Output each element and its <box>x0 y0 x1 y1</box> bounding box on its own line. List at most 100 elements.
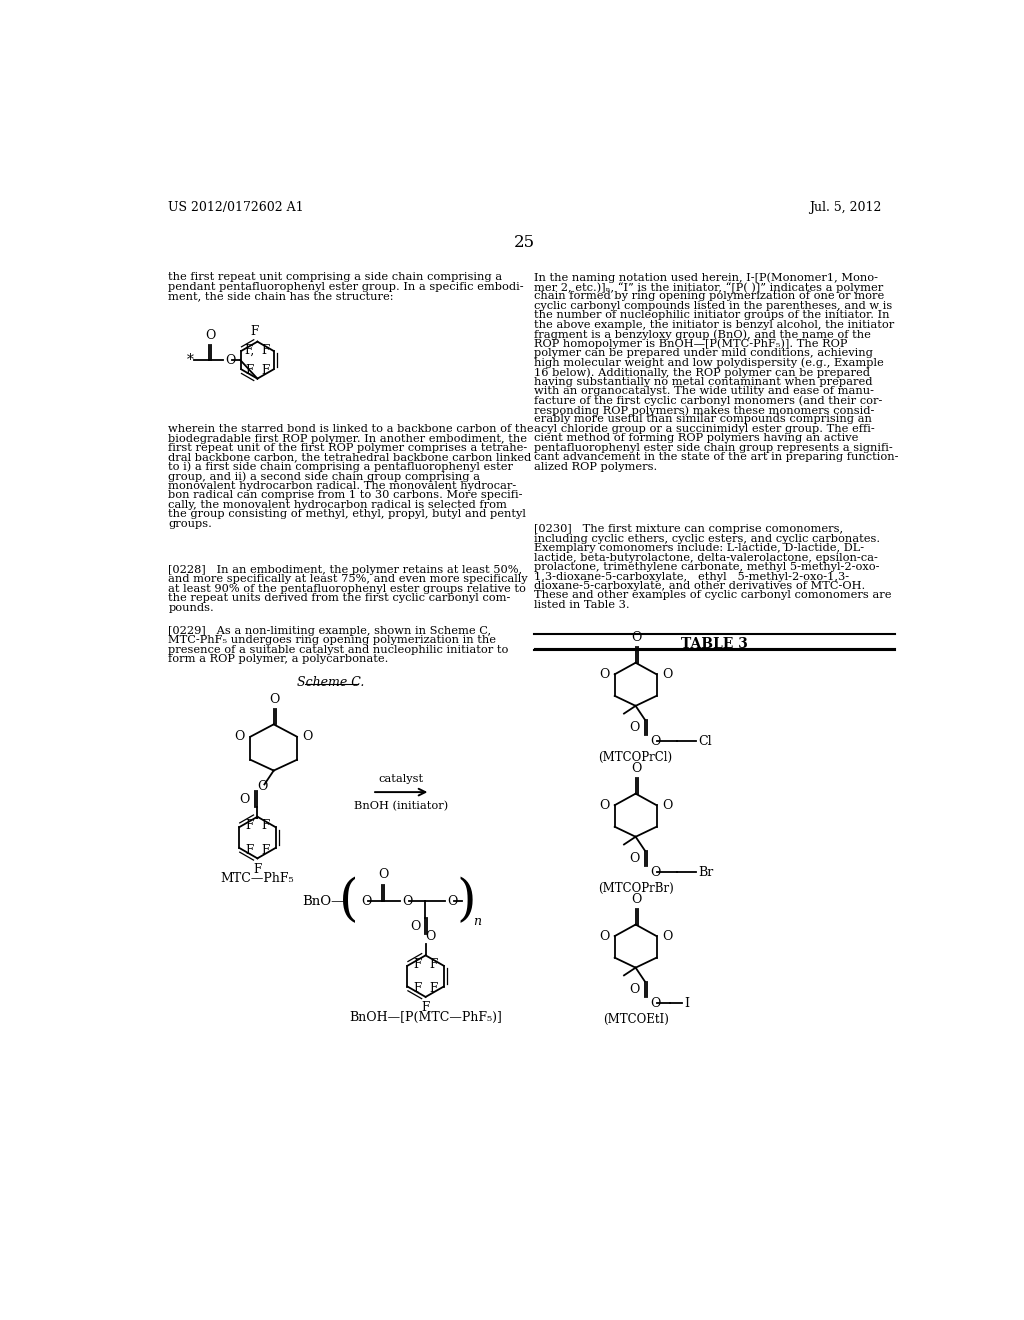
Text: the group consisting of methyl, ethyl, propyl, butyl and pentyl: the group consisting of methyl, ethyl, p… <box>168 510 526 519</box>
Text: F: F <box>250 325 258 338</box>
Text: O: O <box>662 799 673 812</box>
Text: the first repeat unit comprising a side chain comprising a: the first repeat unit comprising a side … <box>168 272 503 282</box>
Text: having substantially no metal contaminant when prepared: having substantially no metal contaminan… <box>535 376 872 387</box>
Text: listed in Table 3.: listed in Table 3. <box>535 599 630 610</box>
Text: form a ROP polymer, a polycarbonate.: form a ROP polymer, a polycarbonate. <box>168 655 389 664</box>
Text: cient method of forming ROP polymers having an active: cient method of forming ROP polymers hav… <box>535 433 858 444</box>
Text: MTC—PhF₅: MTC—PhF₅ <box>220 873 294 886</box>
Text: F: F <box>414 958 422 970</box>
Text: F: F <box>261 343 269 356</box>
Text: O: O <box>631 894 642 906</box>
Text: F: F <box>246 843 254 857</box>
Text: ROP homopolymer is BnOH—[P(MTC-PhF₅)]. The ROP: ROP homopolymer is BnOH—[P(MTC-PhF₅)]. T… <box>535 339 848 350</box>
Text: biodegradable first ROP polymer. In another embodiment, the: biodegradable first ROP polymer. In anot… <box>168 433 527 444</box>
Text: Scheme C.: Scheme C. <box>297 676 365 689</box>
Text: O: O <box>402 895 413 908</box>
Text: dioxane-5-carboxylate, and other derivatives of MTC-OH.: dioxane-5-carboxylate, and other derivat… <box>535 581 865 591</box>
Text: (MTCOEtI): (MTCOEtI) <box>603 1014 669 1026</box>
Text: cally, the monovalent hydrocarbon radical is selected from: cally, the monovalent hydrocarbon radica… <box>168 500 507 510</box>
Text: F: F <box>253 862 261 875</box>
Text: O: O <box>225 354 236 367</box>
Text: monovalent hydrocarbon radical. The monovalent hydrocar-: monovalent hydrocarbon radical. The mono… <box>168 480 516 491</box>
Text: catalyst: catalyst <box>378 774 423 784</box>
Text: *: * <box>186 354 194 367</box>
Text: These and other examples of cyclic carbonyl comonomers are: These and other examples of cyclic carbo… <box>535 590 892 601</box>
Text: O: O <box>629 721 640 734</box>
Text: dral backbone carbon, the tetrahedral backbone carbon linked: dral backbone carbon, the tetrahedral ba… <box>168 453 531 462</box>
Text: O: O <box>650 735 660 748</box>
Text: presence of a suitable catalyst and nucleophilic initiator to: presence of a suitable catalyst and nucl… <box>168 644 509 655</box>
Text: O: O <box>650 997 660 1010</box>
Text: In the naming notation used herein, I-[P(Monomer1, Mono-: In the naming notation used herein, I-[P… <box>535 272 879 282</box>
Text: cyclic carbonyl compounds listed in the parentheses, and w is: cyclic carbonyl compounds listed in the … <box>535 301 892 310</box>
Text: F: F <box>261 820 269 832</box>
Text: O: O <box>599 799 609 812</box>
Text: Cl: Cl <box>698 735 712 748</box>
Text: n: n <box>473 915 481 928</box>
Text: O: O <box>205 329 215 342</box>
Text: bon radical can comprise from 1 to 30 carbons. More specifi-: bon radical can comprise from 1 to 30 ca… <box>168 490 523 500</box>
Text: cant advancement in the state of the art in preparing function-: cant advancement in the state of the art… <box>535 453 899 462</box>
Text: ment, the side chain has the structure:: ment, the side chain has the structure: <box>168 292 394 301</box>
Text: 16 below). Additionally, the ROP polymer can be prepared: 16 below). Additionally, the ROP polymer… <box>535 367 870 378</box>
Text: F: F <box>422 1001 430 1014</box>
Text: O: O <box>631 631 642 644</box>
Text: O: O <box>662 929 673 942</box>
Text: 1,3-dioxane-5-carboxylate,   ethyl   5-methyl-2-oxo-1,3-: 1,3-dioxane-5-carboxylate, ethyl 5-methy… <box>535 572 849 582</box>
Text: F: F <box>429 982 438 995</box>
Text: [0229]   As a non-limiting example, shown in Scheme C,: [0229] As a non-limiting example, shown … <box>168 626 492 636</box>
Text: F: F <box>261 363 269 376</box>
Text: F: F <box>414 982 422 995</box>
Text: MTC-PhF₅ undergoes ring opening polymerization in the: MTC-PhF₅ undergoes ring opening polymeri… <box>168 635 497 645</box>
Text: the above example, the initiator is benzyl alcohol, the initiator: the above example, the initiator is benz… <box>535 319 894 330</box>
Text: O: O <box>599 668 609 681</box>
Text: BnOH—[P(MTC—PhF₅)]: BnOH—[P(MTC—PhF₅)] <box>349 1011 502 1024</box>
Text: TABLE 3: TABLE 3 <box>681 638 749 651</box>
Text: pendant pentafluorophenyl ester group. In a specific embodi-: pendant pentafluorophenyl ester group. I… <box>168 282 524 292</box>
Text: Exemplary comonomers include: L-lactide, D-lactide, DL-: Exemplary comonomers include: L-lactide,… <box>535 543 864 553</box>
Text: the repeat units derived from the first cyclic carbonyl com-: the repeat units derived from the first … <box>168 594 511 603</box>
Text: including cyclic ethers, cyclic esters, and cyclic carbonates.: including cyclic ethers, cyclic esters, … <box>535 533 881 544</box>
Text: wherein the starred bond is linked to a backbone carbon of the: wherein the starred bond is linked to a … <box>168 424 534 434</box>
Text: O: O <box>629 982 640 995</box>
Text: 25: 25 <box>514 234 536 251</box>
Text: I: I <box>684 997 689 1010</box>
Text: the number of nucleophilic initiator groups of the initiator. In: the number of nucleophilic initiator gro… <box>535 310 890 321</box>
Text: prolactone, trimethylene carbonate, methyl 5-methyl-2-oxo-: prolactone, trimethylene carbonate, meth… <box>535 562 880 572</box>
Text: F: F <box>429 958 438 970</box>
Text: O: O <box>240 792 250 805</box>
Text: O: O <box>378 869 388 882</box>
Text: O: O <box>426 931 436 944</box>
Text: group, and ii) a second side chain group comprising a: group, and ii) a second side chain group… <box>168 471 480 482</box>
Text: high molecular weight and low polydispersity (e.g., Example: high molecular weight and low polydisper… <box>535 358 884 368</box>
Text: (MTCOPrCl): (MTCOPrCl) <box>599 751 673 764</box>
Text: with an organocatalyst. The wide utility and ease of manu-: with an organocatalyst. The wide utility… <box>535 385 874 396</box>
Text: (MTCOPrBr): (MTCOPrBr) <box>598 882 674 895</box>
Text: F: F <box>246 363 254 376</box>
Text: US 2012/0172602 A1: US 2012/0172602 A1 <box>168 201 304 214</box>
Text: O: O <box>599 929 609 942</box>
Text: O: O <box>662 668 673 681</box>
Text: Br: Br <box>698 866 714 879</box>
Text: O: O <box>361 895 372 908</box>
Text: (: ( <box>339 876 358 927</box>
Text: ): ) <box>456 876 476 927</box>
Text: groups.: groups. <box>168 519 212 529</box>
Text: pentafluorophenyl ester side chain group represents a signifi-: pentafluorophenyl ester side chain group… <box>535 442 893 453</box>
Text: [0228]   In an embodiment, the polymer retains at least 50%,: [0228] In an embodiment, the polymer ret… <box>168 565 522 576</box>
Text: O: O <box>269 693 280 706</box>
Text: to i) a first side chain comprising a pentafluorophenyl ester: to i) a first side chain comprising a pe… <box>168 462 513 473</box>
Text: at least 90% of the pentafluorophenyl ester groups relative to: at least 90% of the pentafluorophenyl es… <box>168 583 526 594</box>
Text: chain formed by ring opening polymerization of one or more: chain formed by ring opening polymerizat… <box>535 292 885 301</box>
Text: F,: F, <box>245 343 255 356</box>
Text: lactide, beta-butyrolactone, delta-valerolactone, epsilon-ca-: lactide, beta-butyrolactone, delta-valer… <box>535 553 878 562</box>
Text: polymer can be prepared under mild conditions, achieving: polymer can be prepared under mild condi… <box>535 348 873 358</box>
Text: F: F <box>261 843 269 857</box>
Text: F: F <box>246 820 254 832</box>
Text: first repeat unit of the first ROP polymer comprises a tetrahe-: first repeat unit of the first ROP polym… <box>168 444 527 453</box>
Text: O: O <box>447 895 458 908</box>
Text: O: O <box>257 780 267 793</box>
Text: mer 2, etc.)]ₙ, “I” is the initiator, “[P( )]” indicates a polymer: mer 2, etc.)]ₙ, “I” is the initiator, “[… <box>535 282 884 293</box>
Text: O: O <box>411 920 421 933</box>
Text: erably more useful than similar compounds comprising an: erably more useful than similar compound… <box>535 414 872 425</box>
